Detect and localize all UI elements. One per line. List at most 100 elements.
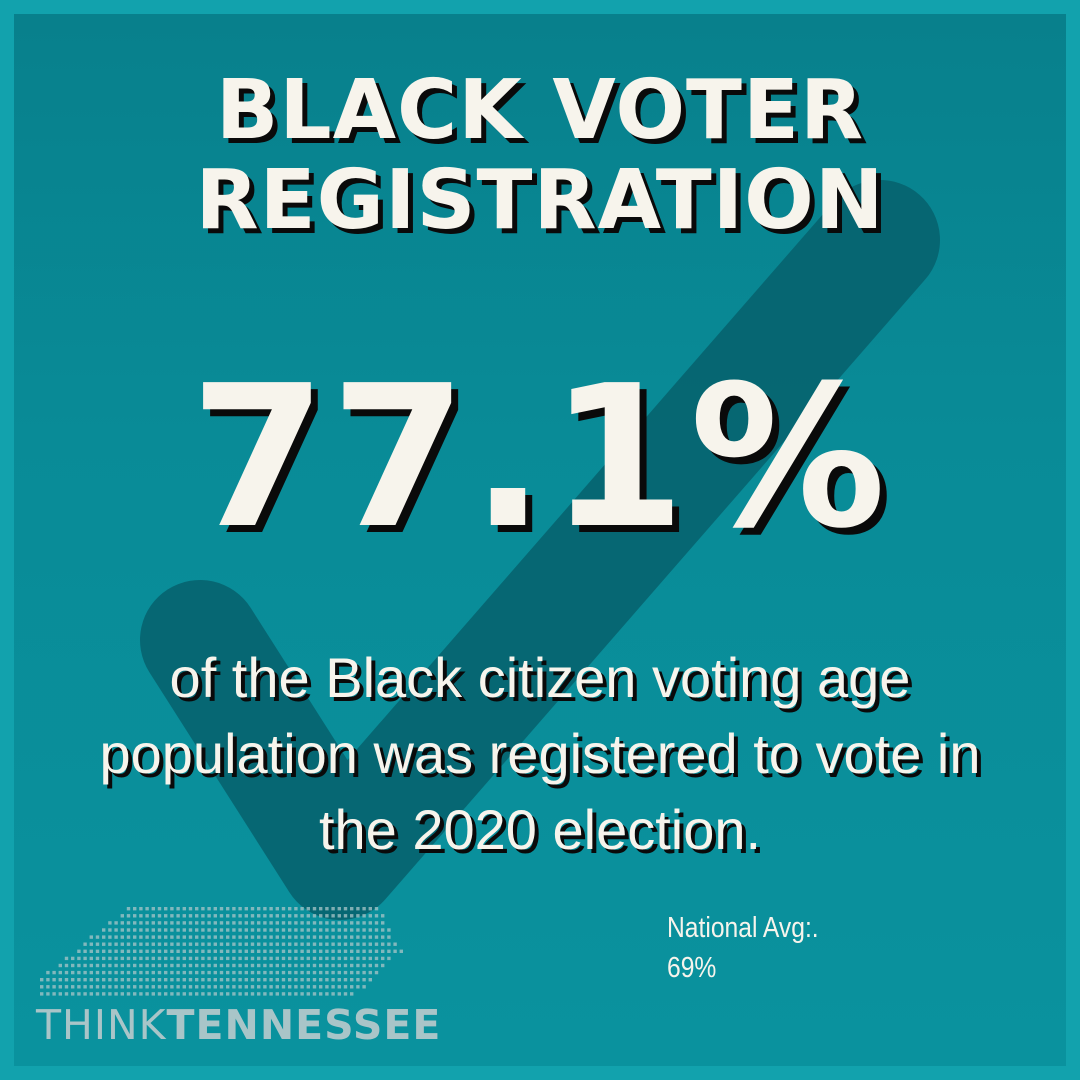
logo-dot (368, 978, 372, 982)
logo-dot (151, 970, 155, 975)
logo-dot (207, 978, 211, 982)
logo-dot (226, 935, 230, 939)
logo-dot (126, 928, 131, 932)
logo-dot (176, 921, 180, 925)
logo-dot (337, 978, 341, 982)
logo-dot (350, 935, 354, 939)
logo-dot (226, 992, 230, 996)
logo-dot (207, 935, 211, 939)
logo-dot (368, 928, 372, 932)
logo-dot (83, 970, 87, 975)
logo-dot (238, 992, 242, 996)
logo-dot (275, 907, 279, 911)
logo-dot (306, 956, 310, 961)
logo-dot (337, 985, 341, 989)
logo-dot (213, 907, 217, 911)
logo-dot (337, 935, 341, 939)
logo-dot (356, 970, 360, 975)
logo-dot (176, 963, 180, 968)
logo-dot (213, 992, 217, 996)
logo-dot (213, 963, 217, 968)
logo-dot (300, 928, 304, 932)
logo-dot (387, 949, 391, 953)
logo-dot (269, 935, 273, 939)
logo-dot (201, 956, 205, 961)
logo-dot (226, 978, 230, 982)
logo-dot (139, 970, 143, 975)
logo-dot (176, 942, 180, 946)
logo-dot (120, 935, 124, 939)
logo-dot (232, 963, 236, 968)
logo-dot (325, 942, 329, 946)
logo-dot (374, 970, 379, 975)
logo-dot (145, 963, 149, 968)
logo-dot (170, 914, 174, 918)
logo-dot (288, 935, 292, 939)
logo-dot (133, 935, 137, 939)
logo-dot (77, 978, 81, 982)
logo-dot (257, 928, 261, 932)
logo-dot (139, 921, 143, 925)
logo-dot (319, 935, 323, 939)
logo-dot (381, 928, 385, 932)
logo-dot (170, 992, 174, 996)
logo-dot (312, 978, 317, 982)
logo-dot (83, 956, 87, 961)
logo-dot (343, 970, 348, 975)
logo-dot (219, 956, 224, 961)
logo-dot (213, 942, 217, 946)
logo-dot (325, 956, 329, 961)
logo-dot (133, 992, 137, 996)
logo-dot (182, 921, 186, 925)
logo-dot (343, 935, 348, 939)
logo-dot (312, 928, 317, 932)
logo-dot (89, 978, 93, 982)
logo-word-think: THINK (36, 1001, 167, 1049)
logo-dot (238, 949, 242, 953)
logo-dot (238, 935, 242, 939)
logo-dot (312, 942, 317, 946)
logo-dot (126, 942, 131, 946)
logo-dot (331, 985, 335, 989)
logo-dot (325, 935, 329, 939)
logo-dot (294, 992, 298, 996)
logo-dot (120, 978, 124, 982)
logo-dot (288, 985, 292, 989)
logo-dot (71, 963, 75, 968)
logo-dot (244, 992, 248, 996)
logo-dot (207, 907, 211, 911)
logo-dot (281, 914, 286, 918)
logo-dot (201, 949, 205, 953)
logo-dot (219, 921, 224, 925)
logo-dot (281, 978, 286, 982)
logo-dot (393, 942, 397, 946)
logo-dot (337, 921, 341, 925)
logo-dot (300, 985, 304, 989)
logo-dot (151, 942, 155, 946)
logo-dot (219, 914, 224, 918)
logo-dot (114, 970, 118, 975)
logo-dot (281, 956, 286, 961)
logo-dot (343, 914, 348, 918)
logo-dot (145, 907, 149, 911)
logo-dot (58, 970, 62, 975)
logo-dot (133, 942, 137, 946)
logo-dot (133, 914, 137, 918)
logo-dot (368, 921, 372, 925)
logo-dot (145, 928, 149, 932)
logo-dot (182, 978, 186, 982)
logo-dot (219, 963, 224, 968)
logo-dot (195, 956, 199, 961)
logo-dot (226, 963, 230, 968)
logo-dot (244, 935, 248, 939)
logo-dot (164, 921, 168, 925)
logo-dot (263, 985, 267, 989)
logo-dot (288, 942, 292, 946)
description-line-1: of the Black citizen voting age (169, 646, 911, 709)
logo-dot (312, 970, 317, 975)
logo-dot (343, 907, 348, 911)
logo-dot (58, 992, 62, 996)
logo-dot (77, 949, 81, 953)
logo-dot (362, 970, 366, 975)
